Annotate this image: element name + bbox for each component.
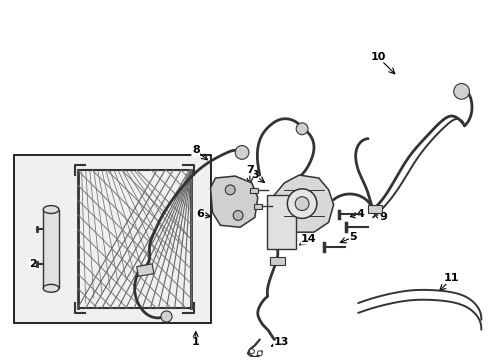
Circle shape xyxy=(235,145,248,159)
Text: 11: 11 xyxy=(443,274,459,283)
Circle shape xyxy=(296,123,307,135)
Bar xyxy=(43,210,59,288)
Bar xyxy=(249,188,257,193)
Bar xyxy=(253,204,261,208)
Bar xyxy=(14,156,210,323)
Circle shape xyxy=(233,211,243,220)
Text: 10: 10 xyxy=(369,52,385,62)
Text: 5: 5 xyxy=(349,232,356,242)
Text: 13: 13 xyxy=(273,337,288,347)
Text: 6: 6 xyxy=(196,210,204,220)
Text: 1: 1 xyxy=(191,337,199,347)
Ellipse shape xyxy=(43,284,59,292)
Bar xyxy=(266,195,296,249)
Circle shape xyxy=(257,351,262,356)
Circle shape xyxy=(287,189,316,219)
Circle shape xyxy=(453,84,468,99)
Text: 4: 4 xyxy=(356,210,364,220)
Bar xyxy=(137,264,154,276)
Text: 7: 7 xyxy=(245,165,253,175)
Bar xyxy=(367,204,381,213)
Polygon shape xyxy=(269,175,333,232)
Circle shape xyxy=(295,197,308,211)
Text: 8: 8 xyxy=(191,145,199,156)
Ellipse shape xyxy=(43,206,59,213)
Text: 9: 9 xyxy=(378,212,386,222)
Text: 2: 2 xyxy=(29,259,37,269)
Text: 3: 3 xyxy=(250,170,258,180)
Circle shape xyxy=(249,349,254,354)
Polygon shape xyxy=(210,176,257,227)
Circle shape xyxy=(225,185,235,195)
Text: 12: 12 xyxy=(301,190,316,200)
Text: 14: 14 xyxy=(301,234,316,244)
Bar xyxy=(269,257,285,265)
